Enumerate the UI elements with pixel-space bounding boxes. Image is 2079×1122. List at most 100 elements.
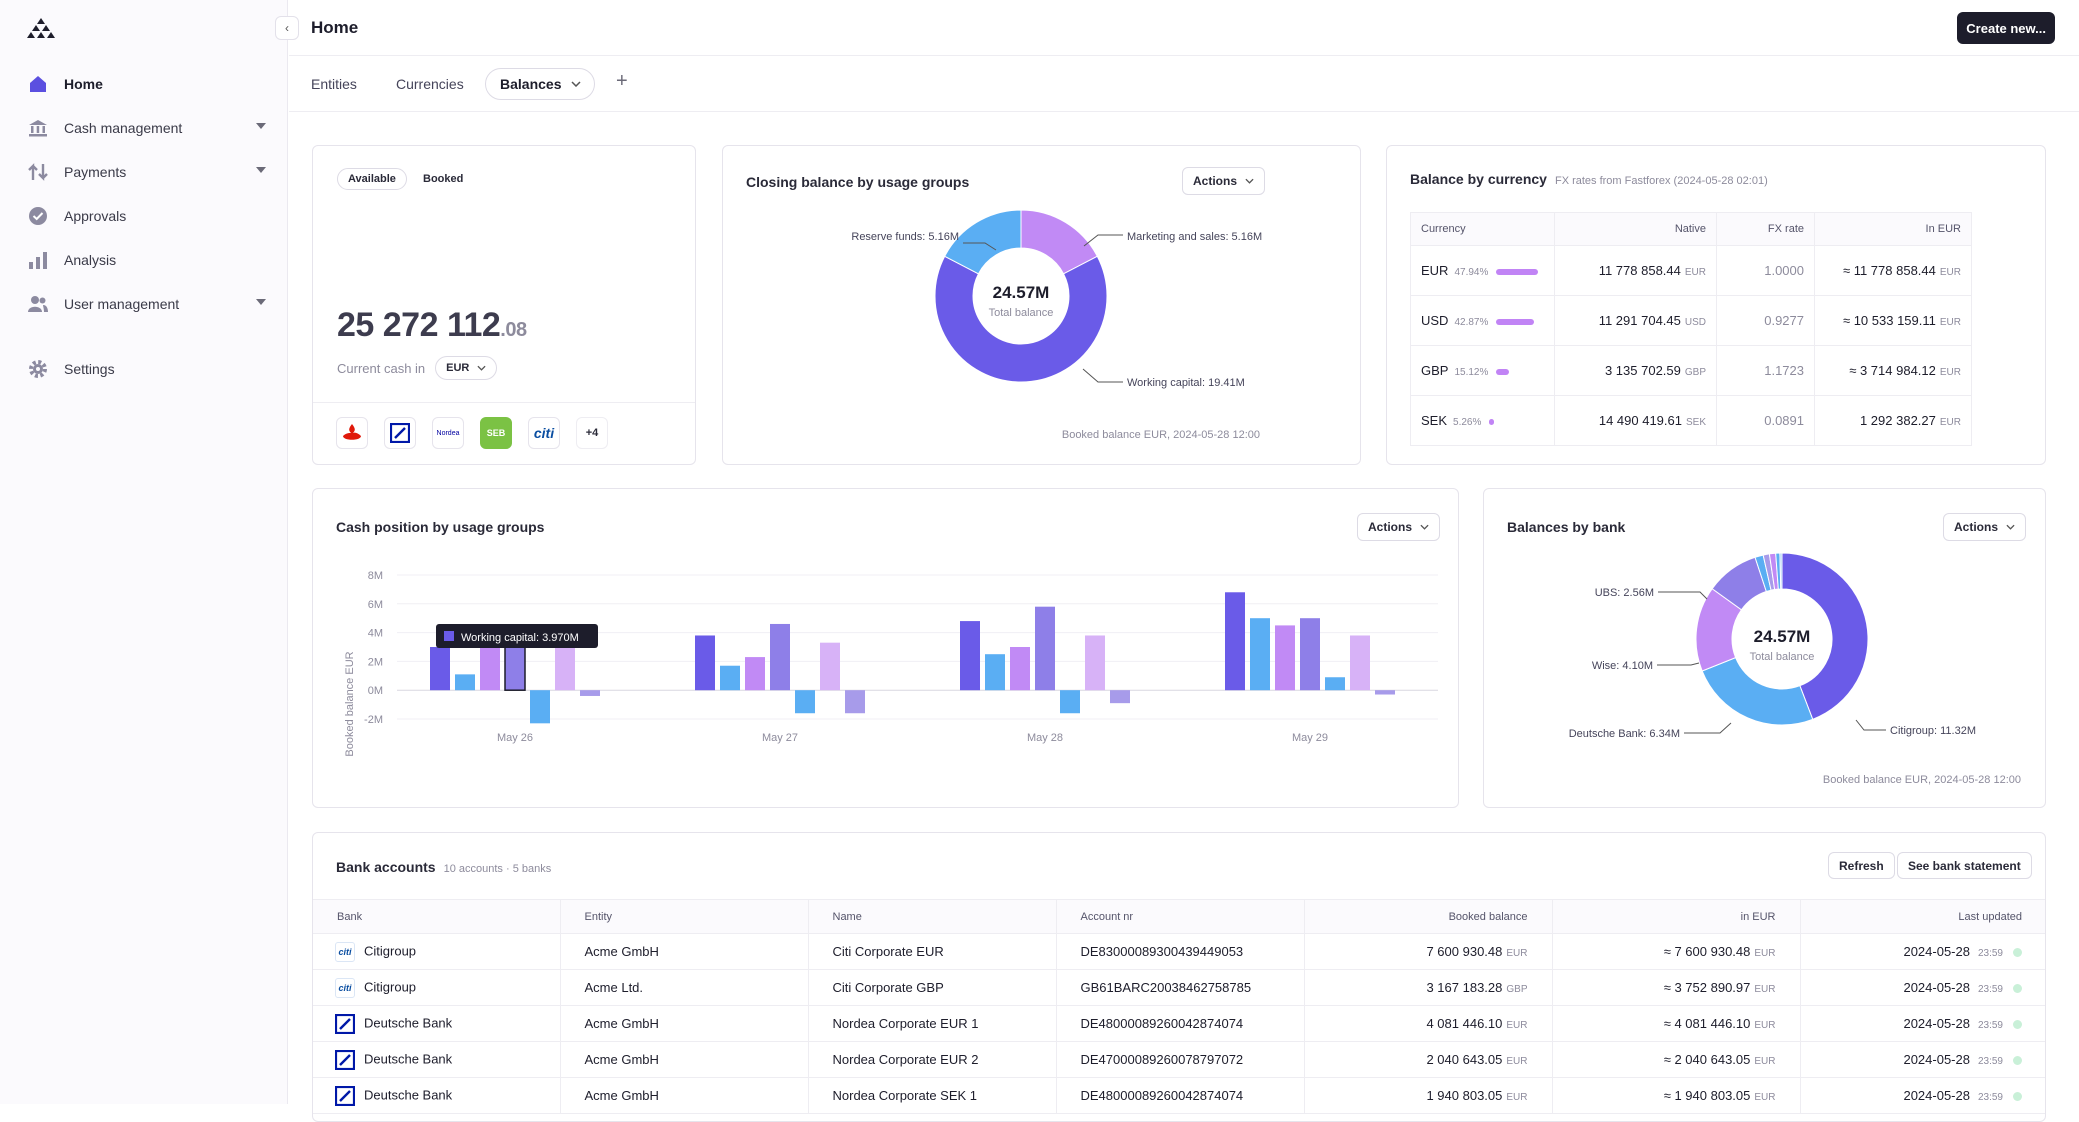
nordea-logo-icon[interactable]: Nordea [432, 417, 464, 449]
sidebar-item-settings[interactable]: Settings [28, 355, 266, 383]
bar-may-29-series-2[interactable] [1250, 618, 1270, 691]
bar-may-26-series-3[interactable] [480, 647, 500, 691]
donut-slice-other-5[interactable] [1779, 552, 1783, 590]
chevron-down-icon[interactable] [256, 167, 266, 173]
donut-slice-deutsche-bank[interactable] [1701, 656, 1814, 726]
bar-may-28-series-6[interactable] [1085, 635, 1105, 691]
eur-cell: 1 292 382.27 EUR [1814, 395, 1972, 446]
bar-may-28-series-5[interactable] [1060, 690, 1080, 714]
eur-unit: EUR [1754, 1020, 1776, 1031]
native-cell: 11 291 704.45 USD [1554, 295, 1717, 346]
donut-slice-citigroup[interactable] [1781, 552, 1869, 720]
y-axis-label: Booked balance EUR [344, 651, 356, 756]
currency-row[interactable]: USD 42.87% 11 291 704.45 USD 0.9277 ≈ 10 533 … [1410, 295, 1972, 346]
sidebar-item-cash-management[interactable]: Cash management [28, 114, 266, 142]
bar-may-29-series-5[interactable] [1325, 677, 1345, 691]
bar-may-29-series-1[interactable] [1225, 592, 1245, 691]
table-row[interactable]: Deutsche Bank Acme GmbH Nordea Corporate E… [313, 1041, 2045, 1078]
collapse-sidebar-button[interactable]: ‹ [275, 16, 299, 40]
bar-may-26-series-6[interactable] [555, 647, 575, 691]
eur-unit: EUR [1939, 317, 1961, 328]
create-new-button[interactable]: Create new... [1957, 12, 2055, 44]
updated-date: 2024-05-28 [1903, 1052, 1970, 1067]
see-bank-statement-button[interactable]: See bank statement [1897, 852, 2032, 879]
chevron-down-icon[interactable] [256, 299, 266, 305]
bar-may-27-series-2[interactable] [720, 665, 740, 691]
table-row[interactable]: citi Citigroup Acme Ltd. Citi Corporate GBP… [313, 969, 2045, 1006]
label-ubs: UBS: 2.56M [1595, 587, 1654, 599]
bar-may-26-series-5[interactable] [530, 690, 550, 724]
entity-cell: Acme GmbH [560, 1077, 809, 1114]
bar-may-27-series-6[interactable] [820, 642, 840, 691]
sidebar-item-user-management[interactable]: User management [28, 290, 266, 318]
bar-may-26-series-2[interactable] [455, 674, 475, 691]
last-updated-cell: 2024-05-28 23:59 [1800, 1077, 2045, 1114]
x-tick-label: May 27 [762, 732, 798, 744]
sidebar-item-payments[interactable]: Payments [28, 158, 266, 186]
bank-name: Deutsche Bank [364, 1086, 453, 1102]
status-dot [2013, 1092, 2022, 1102]
add-tab-button[interactable]: + [616, 70, 628, 92]
page-title: Home [311, 18, 359, 37]
actions-button[interactable]: Actions [1943, 513, 2027, 541]
app-logo-icon[interactable] [27, 17, 55, 39]
tab-currencies[interactable]: Currencies [396, 76, 464, 92]
eur-cell: ≈ 3 714 984.12 EUR [1814, 345, 1972, 396]
bar-may-29-series-3[interactable] [1275, 625, 1295, 691]
bar-may-27-series-5[interactable] [795, 690, 815, 714]
x-tick-label: May 26 [497, 732, 533, 744]
chevron-down-icon [1245, 178, 1254, 184]
sidebar-item-analysis[interactable]: Analysis [28, 246, 266, 274]
bar-may-28-series-7[interactable] [1110, 690, 1130, 704]
donut-slice-reserve-funds[interactable] [944, 209, 1022, 275]
account-nr-cell: DE48000089260042874074 [1056, 1077, 1305, 1114]
bar-may-27-series-3[interactable] [745, 657, 765, 691]
currency-row[interactable]: SEK 5.26% 14 490 419.61 SEK 0.0891 1 292 382.… [1410, 395, 1972, 446]
chevron-down-icon[interactable] [256, 123, 266, 129]
users-icon [28, 294, 48, 314]
currency-row[interactable]: EUR 47.94% 11 778 858.44 EUR 1.0000 ≈ 11 778 … [1410, 245, 1972, 296]
leader-line [1855, 719, 1886, 731]
bank-name: Citigroup [364, 978, 417, 994]
account-name-cell: Citi Corporate GBP [808, 969, 1057, 1006]
currency-row[interactable]: GBP 15.12% 3 135 702.59 GBP 1.1723 ≈ 3 714 98… [1410, 345, 1972, 396]
col-fx-rate: FX rate [1716, 212, 1815, 246]
bar-may-29-series-7[interactable] [1375, 690, 1395, 695]
table-row[interactable]: citi Citigroup Acme GmbH Citi Corporate EUR… [313, 933, 2045, 970]
sidebar-item-approvals[interactable]: Approvals [28, 202, 266, 230]
toggle-available[interactable]: Available [337, 168, 407, 190]
bar-may-28-series-1[interactable] [960, 621, 980, 691]
eur-unit: EUR [1754, 1056, 1776, 1067]
chevron-down-icon [571, 81, 582, 87]
col-name: Name [808, 899, 1057, 934]
donut-slice-working-capital[interactable] [934, 255, 1108, 383]
sidebar-item-home[interactable]: Home [28, 70, 266, 98]
bar-may-28-series-3[interactable] [1010, 647, 1030, 691]
table-row[interactable]: Deutsche Bank Acme GmbH Nordea Corporate S… [313, 1077, 2045, 1114]
leader-line [1083, 234, 1123, 247]
currency-select[interactable]: EUR [435, 356, 498, 380]
bar-may-29-series-6[interactable] [1350, 635, 1370, 691]
more-banks-badge[interactable]: +4 [576, 417, 608, 449]
tab-balances[interactable]: Balances [485, 68, 595, 100]
tab-entities[interactable]: Entities [311, 76, 357, 92]
bar-may-28-series-4[interactable] [1035, 606, 1055, 691]
bar-may-27-series-1[interactable] [695, 635, 715, 691]
bar-may-26-series-7[interactable] [580, 690, 600, 696]
toggle-booked[interactable]: Booked [423, 173, 464, 185]
actions-button[interactable]: Actions [1357, 513, 1441, 541]
seb-logo-icon[interactable]: SEB [480, 417, 512, 449]
bar-may-28-series-2[interactable] [985, 654, 1005, 691]
citi-logo-icon[interactable]: citi [528, 417, 560, 449]
deutsche-bank-logo-icon[interactable] [384, 417, 416, 449]
bar-may-26-series-1[interactable] [430, 647, 450, 691]
refresh-button[interactable]: Refresh [1828, 852, 1895, 879]
bar-may-27-series-7[interactable] [845, 690, 865, 714]
actions-button[interactable]: Actions [1182, 167, 1266, 195]
bank-name: Deutsche Bank [364, 1050, 453, 1066]
santander-logo-icon[interactable] [336, 417, 368, 449]
label-deutsche-bank: Deutsche Bank: 6.34M [1569, 728, 1680, 740]
bar-may-29-series-4[interactable] [1300, 618, 1320, 691]
table-row[interactable]: Deutsche Bank Acme GmbH Nordea Corporate E… [313, 1005, 2045, 1042]
bar-may-27-series-4[interactable] [770, 623, 790, 691]
